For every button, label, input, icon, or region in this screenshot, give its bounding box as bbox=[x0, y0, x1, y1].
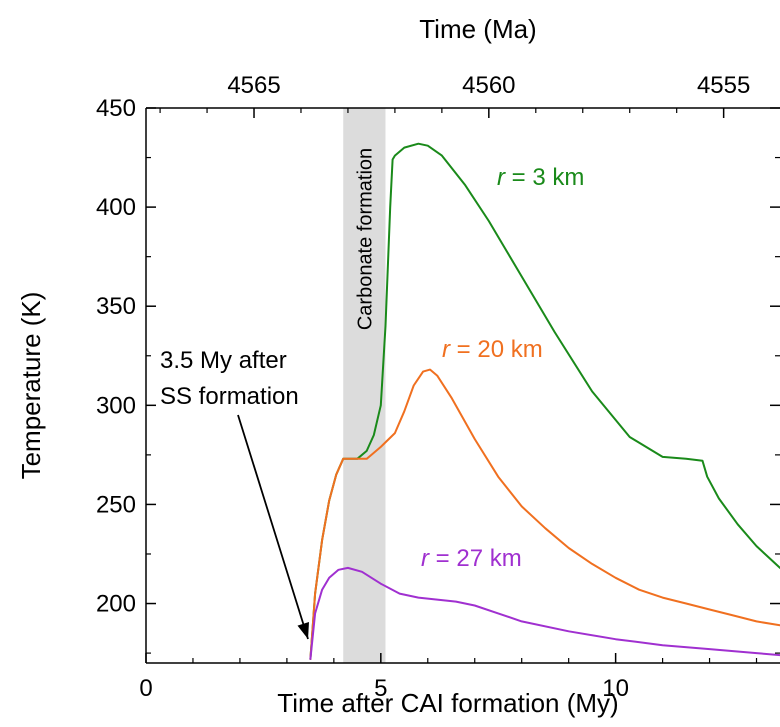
x-axis-title: Time after CAI formation (My) bbox=[277, 688, 618, 718]
x2-axis-title: Time (Ma) bbox=[419, 14, 536, 44]
series-label-2: r = 27 km bbox=[421, 545, 522, 572]
y-tick-label-4: 400 bbox=[96, 194, 136, 221]
series-label-1: r = 20 km bbox=[442, 336, 543, 363]
carbonate-formation-band bbox=[343, 108, 386, 663]
x-tick-label-0: 0 bbox=[139, 675, 152, 702]
y-tick-label-3: 350 bbox=[96, 293, 136, 320]
y-tick-label-1: 250 bbox=[96, 491, 136, 518]
series-line-1 bbox=[309, 368, 780, 660]
annotation-arrow-head bbox=[297, 622, 309, 640]
x-tick-label-2: 10 bbox=[602, 675, 629, 702]
y-tick-label-2: 300 bbox=[96, 392, 136, 419]
x-tick-label-1: 5 bbox=[374, 675, 387, 702]
x2-tick-label-1: 4560 bbox=[462, 72, 515, 99]
y-tick-label-0: 200 bbox=[96, 591, 136, 618]
annotation-line-0: 3.5 My after bbox=[160, 347, 287, 374]
series-label-0: r = 3 km bbox=[497, 164, 584, 191]
annotation-arrow-shaft bbox=[237, 414, 309, 640]
x2-tick-label-0: 4565 bbox=[227, 72, 280, 99]
band-label: Carbonate formation bbox=[354, 148, 376, 330]
y-tick-label-5: 450 bbox=[96, 95, 136, 122]
y-axis-title: Temperature (K) bbox=[16, 292, 46, 480]
series-line-2 bbox=[309, 566, 780, 660]
annotation-line-1: SS formation bbox=[160, 383, 299, 410]
x2-tick-label-2: 4555 bbox=[697, 72, 750, 99]
